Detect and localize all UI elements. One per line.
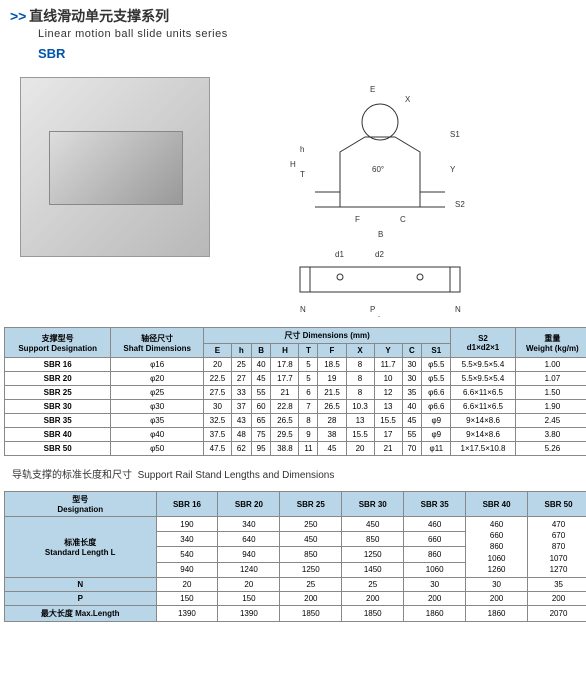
col-Y: Y <box>374 344 402 358</box>
diagram-label-s2: S2 <box>455 200 465 209</box>
col-F: F <box>318 344 346 358</box>
table-row: SBR 30φ3030376022.8726.510.31340φ6.66.6×… <box>5 400 586 414</box>
col-weight: 重量Weight (kg/m) <box>515 328 586 358</box>
title-chinese: 直线滑动单元支撑系列 <box>29 8 169 24</box>
diagram-label-n1: N <box>300 305 306 314</box>
col-X: X <box>346 344 374 358</box>
diagram-label-f: F <box>355 215 360 224</box>
col-B: B <box>251 344 271 358</box>
col-s2: S2d1×d2×1 <box>451 328 515 358</box>
col-E: E <box>203 344 231 358</box>
diagram-label-p: P <box>370 305 375 314</box>
diagram-label-e: E <box>370 85 375 94</box>
image-row: E X S1 Y h T H 60° F C S2 B d2 d1 N P N … <box>0 67 586 327</box>
col-T: T <box>299 344 318 358</box>
diagram-label-l: L <box>378 315 383 317</box>
table-row: SBR 25φ2527.5335521621.581235φ6.66.6×11×… <box>5 386 586 400</box>
table-row: SBR 35φ3532.5436526.58281315.545φ99×14×8… <box>5 414 586 428</box>
diagram-label-60: 60° <box>372 165 384 174</box>
table-row: SBR 40φ4037.5487529.593815.51755φ99×14×8… <box>5 428 586 442</box>
table-row: N20202525303035 <box>5 577 586 591</box>
page-header: >> 直线滑动单元支撑系列 Linear motion ball slide u… <box>0 0 586 67</box>
diagram-label-d2: d2 <box>375 250 384 259</box>
col-designation: 型号Designation <box>5 492 157 517</box>
diagram-label-c: C <box>400 215 406 224</box>
col-h: h <box>231 344 251 358</box>
table-row: 最大长度 Max.Length1390139018501850186018602… <box>5 605 586 621</box>
lengths-table: 型号Designation SBR 16SBR 20SBR 25SBR 30SB… <box>4 491 586 622</box>
col-support: 支撑型号Support Designation <box>5 328 111 358</box>
diagram-label-d1: d1 <box>335 250 344 259</box>
col-H: H <box>271 344 299 358</box>
table-row: SBR 50φ5047.5629538.81145202170φ111×17.5… <box>5 442 586 456</box>
col-S1: S1 <box>422 344 451 358</box>
technical-diagram: E X S1 Y h T H 60° F C S2 B d2 d1 N P N … <box>240 77 520 317</box>
table-row: SBR 20φ2022.5274517.751981030φ5.55.5×9.5… <box>5 372 586 386</box>
col-dimensions: 尺寸 Dimensions (mm) <box>203 328 450 344</box>
col-shaft: 轴径尺寸Shaft Dimensions <box>111 328 204 358</box>
diagram-label-s1: S1 <box>450 130 460 139</box>
series-code: SBR <box>38 46 576 61</box>
diagram-label-n2: N <box>455 305 461 314</box>
product-photo <box>20 77 210 257</box>
diagram-label-H: H <box>290 160 296 169</box>
section2-title: 导轨支撑的标准长度和尺寸 Support Rail Stand Lengths … <box>0 456 586 491</box>
diagram-label-t: T <box>300 170 305 179</box>
table-row: P150150200200200200200 <box>5 591 586 605</box>
dimensions-table: 支撑型号Support Designation 轴径尺寸Shaft Dimens… <box>4 327 586 456</box>
table-row: 标准长度Standard Length L1903402504504604606… <box>5 517 586 532</box>
diagram-label-y: Y <box>450 165 456 174</box>
col-C: C <box>402 344 422 358</box>
table-row: SBR 16φ1620254017.8518.5811.730φ5.55.5×9… <box>5 358 586 372</box>
title-english: Linear motion ball slide units series <box>38 28 576 40</box>
diagram-label-h: h <box>300 145 304 154</box>
diagram-label-b: B <box>378 230 383 239</box>
diagram-label-x: X <box>405 95 411 104</box>
arrow-prefix: >> <box>10 8 26 24</box>
